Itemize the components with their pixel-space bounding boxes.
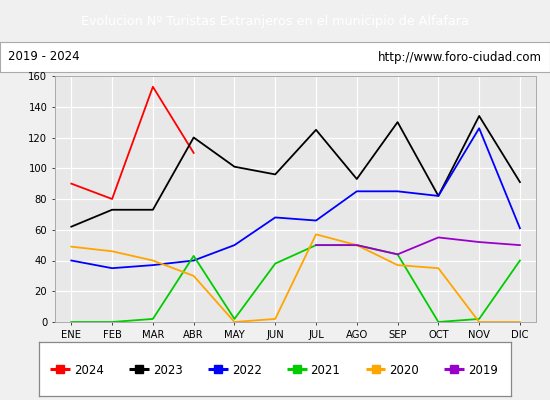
Text: 2019: 2019 bbox=[468, 364, 498, 376]
Text: 2023: 2023 bbox=[153, 364, 183, 376]
Text: http://www.foro-ciudad.com: http://www.foro-ciudad.com bbox=[378, 50, 542, 64]
Text: Evolucion Nº Turistas Extranjeros en el municipio de Alfafara: Evolucion Nº Turistas Extranjeros en el … bbox=[81, 14, 469, 28]
Text: 2021: 2021 bbox=[310, 364, 340, 376]
Text: 2019 - 2024: 2019 - 2024 bbox=[8, 50, 80, 64]
Text: 2024: 2024 bbox=[74, 364, 104, 376]
Text: 2020: 2020 bbox=[389, 364, 419, 376]
Text: 2022: 2022 bbox=[232, 364, 261, 376]
